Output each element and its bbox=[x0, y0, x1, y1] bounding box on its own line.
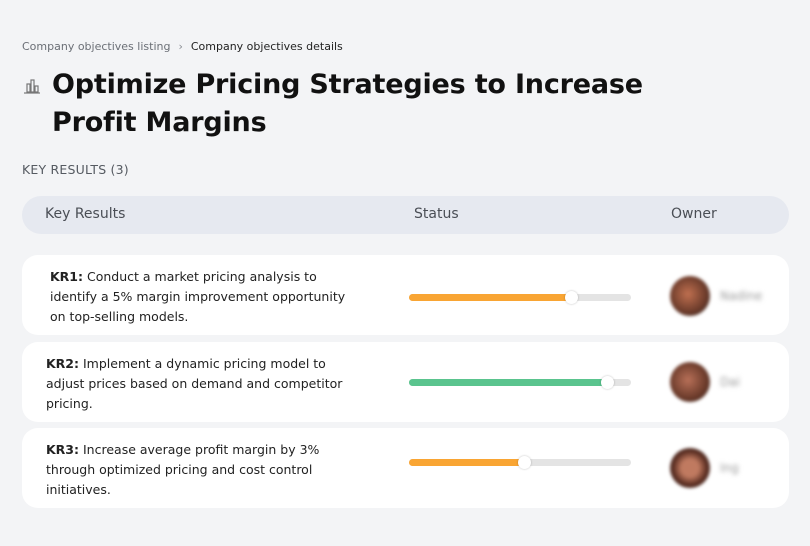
page-title: Optimize Pricing Strategies to Increase … bbox=[52, 69, 643, 138]
progress-slider[interactable] bbox=[409, 456, 631, 469]
table-row[interactable]: KR2: Implement a dynamic pricing model t… bbox=[22, 342, 789, 422]
avatar bbox=[670, 362, 710, 402]
key-result-text: KR3: Increase average profit margin by 3… bbox=[46, 440, 346, 500]
owner-name: Nadine bbox=[720, 289, 763, 303]
progress-fill bbox=[409, 379, 607, 386]
progress-fill bbox=[409, 294, 572, 301]
progress-slider[interactable] bbox=[409, 376, 631, 389]
table-row[interactable]: KR1: Conduct a market pricing analysis t… bbox=[22, 255, 789, 335]
breadcrumb-current: Company objectives details bbox=[190, 40, 343, 53]
avatar bbox=[670, 276, 710, 316]
key-result-text: KR2: Implement a dynamic pricing model t… bbox=[46, 354, 366, 414]
key-result-id: KR3: bbox=[46, 442, 80, 457]
chevron-right-icon: › bbox=[178, 40, 183, 53]
table-row[interactable]: KR3: Increase average profit margin by 3… bbox=[22, 428, 789, 508]
table-header: Key Results Status Owner bbox=[22, 196, 789, 234]
key-result-description: Implement a dynamic pricing model to adj… bbox=[46, 356, 343, 411]
column-header-owner: Owner bbox=[671, 206, 717, 222]
building-chart-icon bbox=[24, 79, 40, 94]
progress-knob[interactable] bbox=[518, 456, 532, 469]
breadcrumb: Company objectives listing › Company obj… bbox=[22, 40, 343, 53]
key-results-count-label: KEY RESULTS (3) bbox=[22, 162, 129, 177]
title-row: Optimize Pricing Strategies to Increase … bbox=[22, 66, 672, 142]
progress-slider[interactable] bbox=[409, 291, 631, 304]
key-result-id: KR2: bbox=[46, 356, 80, 371]
owner-name: Dai bbox=[720, 375, 740, 389]
key-result-id: KR1: bbox=[50, 269, 84, 284]
column-header-status: Status bbox=[414, 206, 459, 222]
breadcrumb-link-listing[interactable]: Company objectives listing bbox=[22, 40, 171, 53]
key-result-text: KR1: Conduct a market pricing analysis t… bbox=[50, 267, 350, 327]
key-result-description: Conduct a market pricing analysis to ide… bbox=[50, 269, 346, 324]
owner-name: Ing bbox=[720, 461, 739, 475]
progress-fill bbox=[409, 459, 525, 466]
avatar bbox=[670, 448, 710, 488]
progress-knob[interactable] bbox=[565, 291, 579, 304]
column-header-key-results: Key Results bbox=[45, 206, 126, 222]
key-result-description: Increase average profit margin by 3% thr… bbox=[46, 442, 320, 497]
progress-knob[interactable] bbox=[600, 376, 614, 389]
